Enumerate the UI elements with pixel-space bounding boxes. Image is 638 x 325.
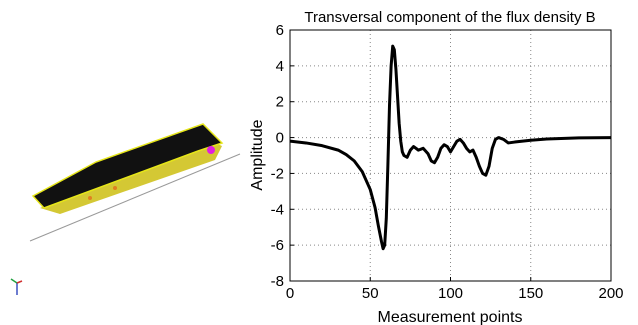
plot-area (290, 30, 611, 281)
plot-frame (289, 29, 612, 282)
y-tick-label: -4 (271, 201, 284, 218)
x-axis-label: Measurement points (378, 309, 523, 325)
chart-title: Transversal component of the flux densit… (304, 9, 595, 26)
x-tick-label: 200 (598, 285, 623, 302)
x-tick-label: 50 (362, 285, 379, 302)
x-tick-label: 0 (286, 285, 294, 302)
y-tick-label: -2 (271, 165, 284, 182)
y-axis-label: Amplitude (249, 119, 266, 190)
series-line (289, 44, 612, 251)
x-tick-label: 100 (438, 285, 463, 302)
x-tick-label: 150 (518, 285, 543, 302)
hull-marker-orange (113, 186, 117, 190)
y-tick-label: -6 (271, 237, 284, 254)
y-tick-label: -8 (271, 273, 284, 290)
ship-hull (31, 123, 224, 209)
ship-hull-3d-view (10, 123, 241, 295)
y-tick-label: 4 (276, 58, 284, 75)
tick-labels: 0 50 100 150 200 -8 -6 -4 -2 0 2 4 6 (271, 22, 624, 302)
y-tick-label: 6 (276, 22, 284, 39)
ground-line (29, 153, 241, 242)
hull-marker-orange (88, 196, 92, 200)
axes-triad-icon (10, 278, 23, 295)
y-tick-label: 0 (276, 130, 284, 147)
hull-marker-magenta (207, 146, 215, 154)
y-tick-label: 2 (276, 94, 284, 111)
